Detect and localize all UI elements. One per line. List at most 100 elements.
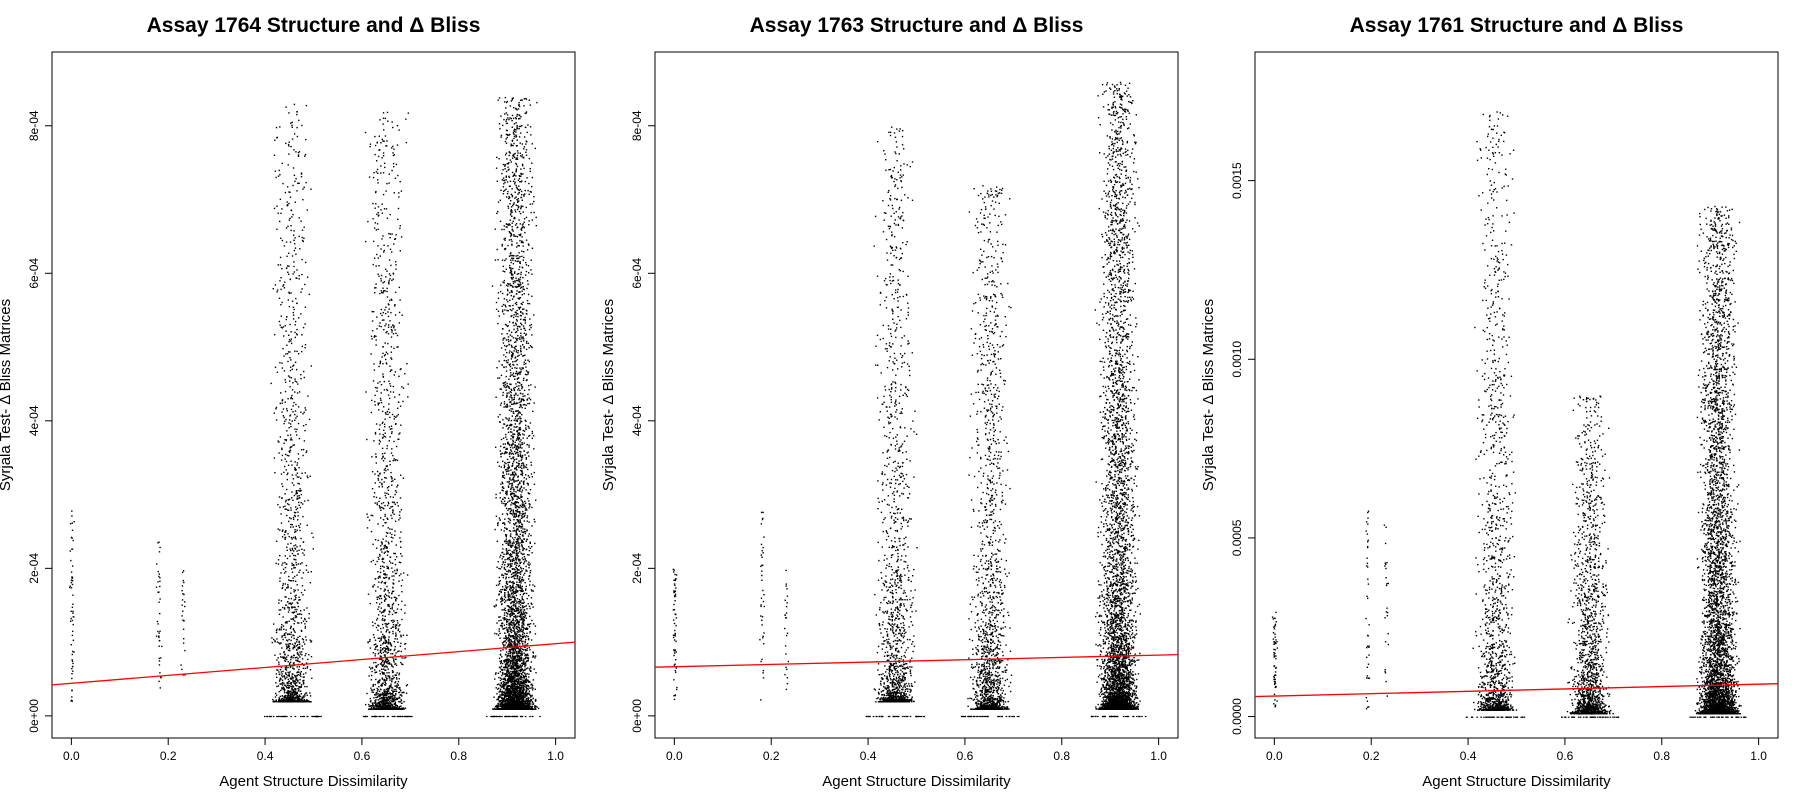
data-point (71, 673, 73, 675)
data-point (288, 535, 290, 538)
data-point (373, 440, 375, 442)
data-point (380, 278, 382, 280)
data-point (373, 584, 376, 586)
data-point (399, 645, 402, 647)
data-point (287, 225, 289, 227)
data-point (514, 591, 517, 593)
data-point (516, 448, 518, 451)
x-tick-label: 0.6 (354, 749, 371, 763)
data-point (398, 706, 400, 708)
data-point (287, 509, 290, 511)
data-point (381, 701, 384, 703)
data-point (387, 661, 389, 663)
data-point (285, 267, 288, 269)
data-point (382, 694, 384, 696)
data-point (380, 637, 383, 639)
data-point (293, 634, 295, 637)
data-point (523, 98, 526, 100)
data-point (384, 692, 387, 694)
data-point (71, 634, 74, 637)
data-point (298, 467, 300, 469)
data-point (296, 111, 298, 113)
data-point (386, 691, 389, 694)
data-point (301, 124, 303, 127)
data-point (375, 626, 378, 629)
data-point (386, 353, 389, 355)
data-point (512, 203, 515, 205)
data-point (374, 671, 376, 674)
data-point (374, 135, 376, 138)
data-point (377, 708, 380, 710)
data-point (364, 131, 367, 134)
data-point (377, 682, 379, 684)
data-point (509, 644, 511, 646)
data-point (404, 612, 406, 614)
data-point (290, 715, 292, 718)
data-point (291, 618, 294, 620)
data-point (298, 182, 300, 184)
data-point (375, 666, 378, 669)
data-point (286, 639, 288, 641)
data-point (278, 699, 280, 702)
data-point (298, 151, 301, 153)
data-point (158, 664, 161, 666)
data-point (381, 580, 383, 583)
data-point (387, 489, 390, 491)
data-point (281, 411, 283, 413)
data-point (533, 200, 535, 203)
data-point (520, 582, 522, 584)
data-point (380, 707, 382, 710)
data-point (183, 593, 185, 596)
data-point (515, 184, 517, 187)
data-point (394, 569, 396, 572)
data-point (292, 692, 294, 694)
data-point (377, 681, 379, 683)
data-point (519, 506, 521, 509)
data-point (394, 304, 396, 306)
data-point (72, 603, 74, 605)
data-point (389, 643, 392, 645)
panel-title: Assay 1764 Structure and Δ Bliss (147, 14, 481, 37)
data-point (398, 394, 401, 396)
data-point (379, 555, 381, 557)
data-point (375, 643, 377, 645)
data-point (73, 651, 75, 653)
data-point (505, 687, 508, 689)
data-point (291, 673, 293, 675)
data-point (389, 642, 391, 644)
data-point (404, 648, 406, 650)
data-point (519, 601, 522, 604)
data-point (393, 148, 395, 150)
data-point (512, 584, 514, 586)
data-point (372, 708, 375, 710)
data-point (297, 458, 300, 460)
data-point (381, 706, 384, 709)
data-point (289, 697, 291, 699)
data-point (283, 651, 285, 653)
data-point (383, 573, 385, 575)
data-point (289, 700, 291, 702)
scatter-panel-assay-1764: Assay 1764 Structure and Δ Bliss Agent S… (0, 14, 576, 790)
data-point (371, 514, 374, 517)
data-point (500, 554, 502, 556)
data-point (532, 701, 534, 704)
data-point (508, 426, 510, 429)
data-point (299, 635, 301, 637)
data-point (301, 577, 303, 579)
data-point (508, 473, 510, 475)
data-point (392, 693, 394, 696)
data-point (503, 540, 506, 542)
data-point (302, 683, 305, 685)
data-point (396, 125, 399, 127)
data-point (158, 645, 160, 647)
data-point (400, 474, 402, 476)
data-point (376, 694, 378, 696)
data-point (290, 425, 292, 428)
data-point (288, 498, 290, 501)
data-point (386, 694, 388, 696)
data-point (370, 700, 372, 702)
data-point (387, 311, 389, 313)
data-point (306, 685, 308, 688)
data-point (288, 643, 291, 645)
data-point (285, 667, 287, 669)
